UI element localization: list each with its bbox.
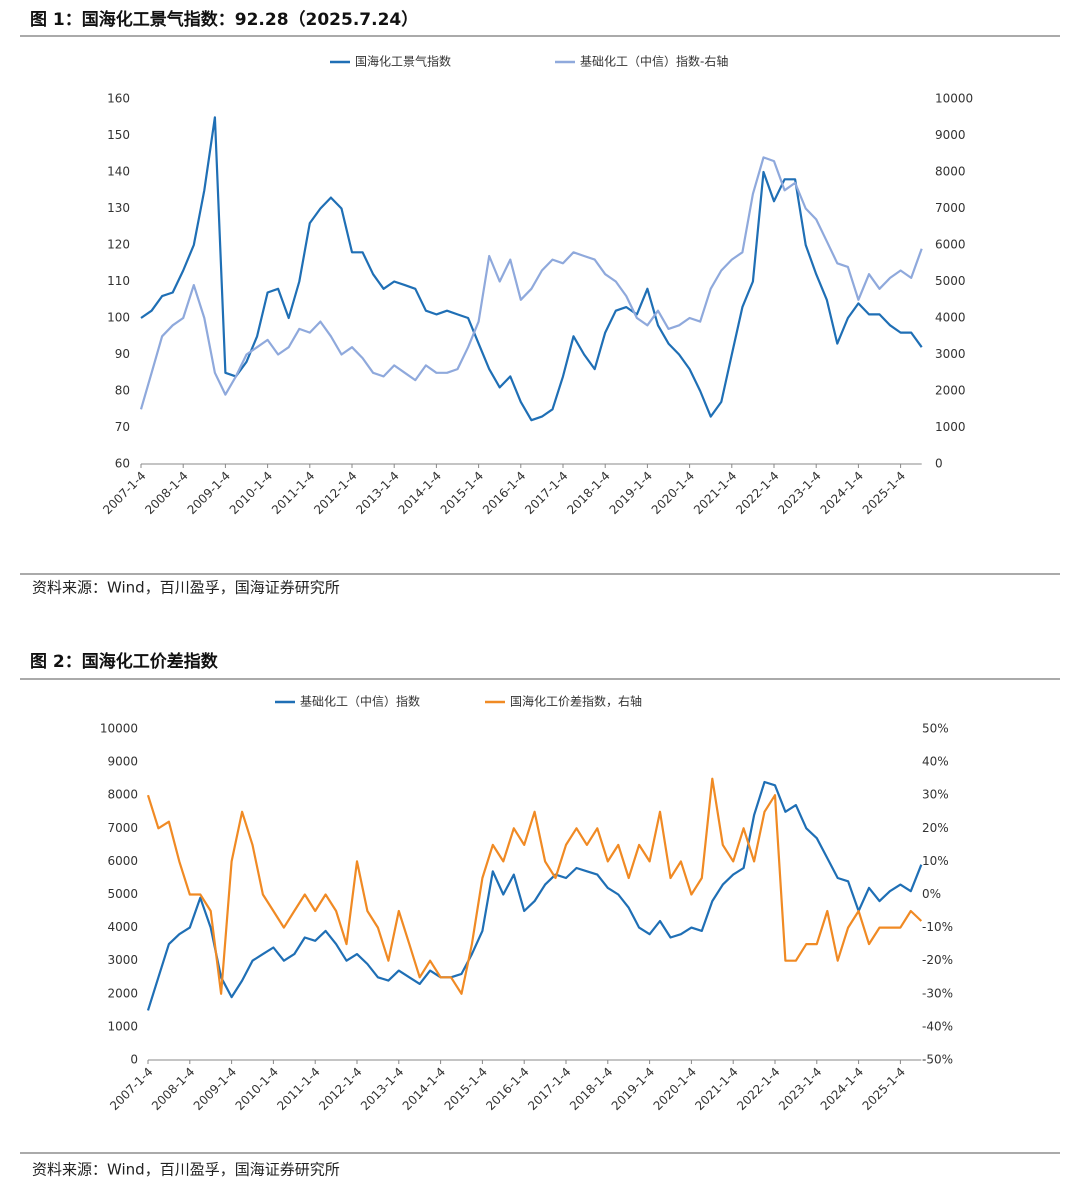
y-tick-label: 4000 bbox=[107, 920, 138, 934]
y2-tick-label: 6000 bbox=[935, 238, 966, 252]
figure-title: 图 2：国海化工价差指数 bbox=[30, 651, 219, 672]
x-tick-label: 2022-1-4 bbox=[733, 469, 781, 517]
x-tick-label: 2024-1-4 bbox=[818, 469, 866, 517]
x-tick-label: 2007-1-4 bbox=[100, 469, 148, 517]
y-tick-label: 0 bbox=[130, 1053, 138, 1067]
y2-tick-label: -40% bbox=[922, 1019, 953, 1033]
y-tick-label: 90 bbox=[115, 347, 130, 361]
y2-tick-label: 4000 bbox=[935, 311, 966, 325]
y2-tick-label: 8000 bbox=[935, 165, 966, 179]
y2-tick-label: 30% bbox=[922, 788, 949, 802]
y-tick-label: 10000 bbox=[100, 722, 138, 736]
x-tick-label: 2013-1-4 bbox=[358, 1065, 406, 1113]
x-tick-label: 2016-1-4 bbox=[480, 469, 528, 517]
x-tick-label: 2008-1-4 bbox=[142, 469, 190, 517]
x-tick-label: 2021-1-4 bbox=[692, 1065, 740, 1113]
x-tick-label: 2012-1-4 bbox=[311, 469, 359, 517]
x-tick-label: 2012-1-4 bbox=[316, 1065, 364, 1113]
y-tick-label: 70 bbox=[115, 420, 130, 434]
y2-tick-label: 7000 bbox=[935, 201, 966, 215]
x-tick-label: 2014-1-4 bbox=[400, 1065, 448, 1113]
y2-tick-label: 0% bbox=[922, 887, 941, 901]
y-tick-label: 120 bbox=[107, 238, 130, 252]
x-tick-label: 2015-1-4 bbox=[442, 1065, 490, 1113]
y2-tick-label: 50% bbox=[922, 722, 949, 736]
x-tick-label: 2011-1-4 bbox=[269, 469, 317, 517]
y2-tick-label: 5000 bbox=[935, 274, 966, 288]
y2-tick-label: -20% bbox=[922, 953, 953, 967]
x-tick-label: 2018-1-4 bbox=[567, 1065, 615, 1113]
y2-tick-label: 20% bbox=[922, 821, 949, 835]
x-tick-label: 2017-1-4 bbox=[522, 469, 570, 517]
y-tick-label: 100 bbox=[107, 311, 130, 325]
legend-label: 基础化工（中信）指数-右轴 bbox=[580, 54, 728, 69]
y-tick-label: 60 bbox=[115, 457, 130, 471]
x-tick-label: 2013-1-4 bbox=[353, 469, 401, 517]
x-tick-label: 2023-1-4 bbox=[776, 1065, 824, 1113]
y-tick-label: 6000 bbox=[107, 854, 138, 868]
y2-tick-label: 9000 bbox=[935, 128, 966, 142]
x-tick-label: 2008-1-4 bbox=[149, 1065, 197, 1113]
x-tick-label: 2010-1-4 bbox=[233, 1065, 281, 1113]
source-note: 资料来源：Wind，百川盈孚，国海证券研究所 bbox=[32, 579, 340, 597]
y-tick-label: 9000 bbox=[107, 755, 138, 769]
x-tick-label: 2023-1-4 bbox=[775, 469, 823, 517]
series-line bbox=[139, 156, 923, 410]
y-tick-label: 8000 bbox=[107, 788, 138, 802]
x-tick-label: 2010-1-4 bbox=[227, 469, 275, 517]
y2-tick-label: 2000 bbox=[935, 384, 966, 398]
y2-tick-label: -10% bbox=[922, 920, 953, 934]
y-tick-label: 130 bbox=[107, 201, 130, 215]
y-tick-label: 150 bbox=[107, 128, 130, 142]
x-tick-label: 2018-1-4 bbox=[564, 469, 612, 517]
x-tick-label: 2020-1-4 bbox=[651, 1065, 699, 1113]
x-tick-label: 2009-1-4 bbox=[191, 1065, 239, 1113]
x-tick-label: 2020-1-4 bbox=[649, 469, 697, 517]
x-tick-label: 2016-1-4 bbox=[483, 1065, 531, 1113]
x-tick-label: 2009-1-4 bbox=[185, 469, 233, 517]
x-tick-label: 2011-1-4 bbox=[274, 1065, 322, 1113]
x-tick-label: 2025-1-4 bbox=[860, 469, 908, 517]
y-tick-label: 140 bbox=[107, 165, 130, 179]
y2-tick-label: 1000 bbox=[935, 420, 966, 434]
x-tick-label: 2019-1-4 bbox=[609, 1065, 657, 1113]
x-tick-label: 2025-1-4 bbox=[860, 1065, 908, 1113]
y2-tick-label: 10% bbox=[922, 854, 949, 868]
series-line bbox=[146, 777, 923, 995]
y-tick-label: 2000 bbox=[107, 986, 138, 1000]
x-tick-label: 2007-1-4 bbox=[107, 1065, 155, 1113]
series-line bbox=[146, 780, 923, 1011]
figure-title: 图 1：国海化工景气指数：92.28（2025.7.24） bbox=[30, 9, 418, 30]
y-tick-label: 1000 bbox=[107, 1019, 138, 1033]
y2-tick-label: 40% bbox=[922, 755, 949, 769]
y-tick-label: 160 bbox=[107, 92, 130, 106]
y-tick-label: 110 bbox=[107, 274, 130, 288]
y-tick-label: 7000 bbox=[107, 821, 138, 835]
y2-tick-label: 3000 bbox=[935, 347, 966, 361]
y2-tick-label: -30% bbox=[922, 986, 953, 1000]
x-tick-label: 2017-1-4 bbox=[525, 1065, 573, 1113]
y-tick-label: 3000 bbox=[107, 953, 138, 967]
series-line bbox=[140, 116, 923, 422]
x-tick-label: 2015-1-4 bbox=[438, 469, 486, 517]
legend-label: 基础化工（中信）指数 bbox=[300, 694, 420, 709]
y-tick-label: 80 bbox=[115, 384, 130, 398]
source-note: 资料来源：Wind，百川盈孚，国海证券研究所 bbox=[32, 1161, 340, 1179]
y2-tick-label: 0 bbox=[935, 457, 943, 471]
x-tick-label: 2022-1-4 bbox=[734, 1065, 782, 1113]
y2-tick-label: 10000 bbox=[935, 92, 973, 106]
y2-tick-label: -50% bbox=[922, 1053, 953, 1067]
x-tick-label: 2024-1-4 bbox=[818, 1065, 866, 1113]
x-tick-label: 2021-1-4 bbox=[691, 469, 739, 517]
x-tick-label: 2019-1-4 bbox=[607, 469, 655, 517]
legend-label: 国海化工价差指数，右轴 bbox=[510, 694, 642, 709]
x-tick-label: 2014-1-4 bbox=[396, 469, 444, 517]
y-tick-label: 5000 bbox=[107, 887, 138, 901]
legend-label: 国海化工景气指数 bbox=[355, 54, 451, 69]
